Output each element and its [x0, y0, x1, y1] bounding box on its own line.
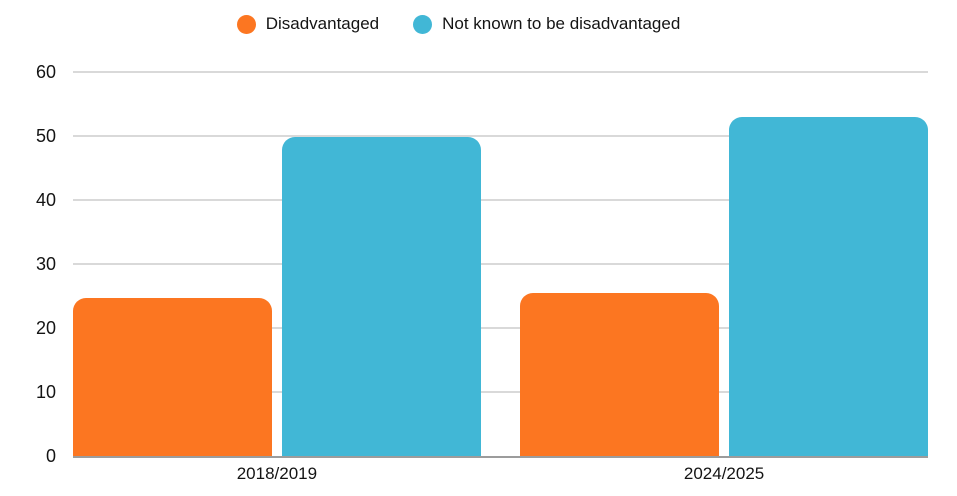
gridline-20 [73, 327, 928, 330]
legend-swatch-not-known-icon [413, 14, 433, 34]
y-axis-tick-0: 0 [45, 446, 56, 466]
legend-label-disadvantaged: Disadvantaged [265, 14, 380, 33]
y-axis-tick-10: 10 [35, 382, 56, 403]
gridline-60 [73, 71, 928, 73]
gridline-30 [73, 263, 928, 265]
bar-groups: 2018/2019 2024/2025 [73, 72, 928, 483]
bar-disadvantaged-2024-2025[interactable] [520, 292, 719, 456]
bar-not-known-to-be-disadvantaged-2024-2025[interactable] [729, 116, 928, 456]
legend-label-not-known: Not known to be disadvantaged [442, 14, 681, 33]
x-axis-label-2018-2019: 2018/2019 [236, 464, 318, 483]
legend-item-disadvantaged[interactable]: Disadvantaged [236, 14, 380, 34]
y-axis-tick-30: 30 [35, 254, 56, 274]
legend: Disadvantaged Not known to be disadvanta… [0, 14, 917, 34]
legend-swatch-disadvantaged-icon [236, 14, 256, 34]
y-axis-tick-40: 40 [35, 190, 56, 211]
legend-item-not-known[interactable]: Not known to be disadvantaged [413, 14, 680, 34]
y-axis-tick-20: 20 [35, 318, 56, 339]
y-axis-tick-50: 50 [35, 126, 56, 146]
gridline-50 [73, 135, 928, 137]
gridline-10 [73, 391, 928, 394]
bar-group-2018/2019: 2018/2019 [73, 72, 481, 483]
plot-area: 0 10 20 30 40 50 60 2018/2019 2024/2025 [36, 62, 928, 483]
bar-not-known-to-be-disadvantaged-2018-2019[interactable] [282, 136, 481, 456]
gridline-40 [73, 199, 928, 202]
bar-disadvantaged-2018-2019[interactable] [73, 297, 272, 456]
y-axis-tick-60: 60 [35, 62, 56, 82]
bar-group-2024/2025: 2024/2025 [520, 72, 928, 483]
x-axis-label-2024-2025: 2024/2025 [683, 464, 765, 483]
